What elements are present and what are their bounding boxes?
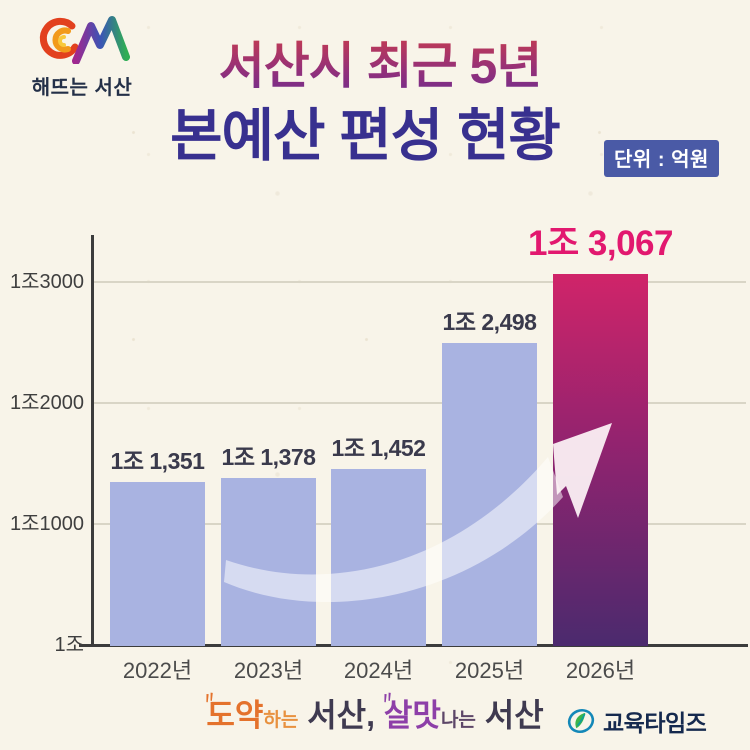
x-axis-label: 2023년 xyxy=(233,658,304,683)
poster-title-line1: 서산시 최근 5년 xyxy=(140,26,620,98)
press-name: 교육타임즈 xyxy=(603,710,707,736)
poster-title-line2: 본예산 편성 현황 xyxy=(170,104,561,168)
x-axis-label: 2026년 xyxy=(565,658,636,683)
y-tick-label: 1조 xyxy=(54,634,84,656)
brand-text: 해뜨는 서산 xyxy=(31,77,133,99)
press-logo: 교육타임즈 xyxy=(566,704,707,738)
bar-value-label: 1조 2,498 xyxy=(442,308,537,335)
x-axis-label: 2022년 xyxy=(122,658,193,683)
bar xyxy=(442,342,537,646)
bar-value-label: 1조 1,351 xyxy=(110,447,205,474)
gridline xyxy=(93,281,746,283)
slogan-part-naneun: 나는 xyxy=(440,710,476,731)
bar xyxy=(221,478,316,646)
bar-value-label: 1조 3,067 xyxy=(528,223,673,263)
slogan-part-leap: 〃 도약 xyxy=(200,688,263,733)
bar-value-label: 1조 1,452 xyxy=(331,435,426,462)
bar xyxy=(331,469,426,646)
bar-value-label: 1조 1,378 xyxy=(221,444,316,471)
y-tick-label: 1조3000 xyxy=(9,271,84,293)
x-axis-label: 2025년 xyxy=(454,658,525,683)
sunrise-mountain-logo-icon xyxy=(39,16,130,65)
press-globe-leaf-icon xyxy=(567,708,595,734)
city-brand-logo: 해뜨는 서산 xyxy=(18,14,146,100)
y-tick-label: 1조1000 xyxy=(9,513,84,535)
x-axis-label: 2024년 xyxy=(343,658,414,683)
city-slogan: 〃 도약하는 서산, 〃 살맛나는 서산 xyxy=(0,688,750,736)
y-axis-line xyxy=(91,235,94,647)
gridline xyxy=(93,402,746,404)
slogan-part-seosan2: 서산 xyxy=(475,697,544,733)
y-tick-label: 1조2000 xyxy=(9,392,84,414)
bar xyxy=(110,481,205,646)
unit-badge: 단위 : 억원 xyxy=(604,140,719,177)
slogan-part-salmat: 〃 살맛 xyxy=(378,688,441,733)
slogan-part-seosan1: 서산, xyxy=(298,697,384,733)
slogan-part-haneun: 하는 xyxy=(263,710,299,731)
